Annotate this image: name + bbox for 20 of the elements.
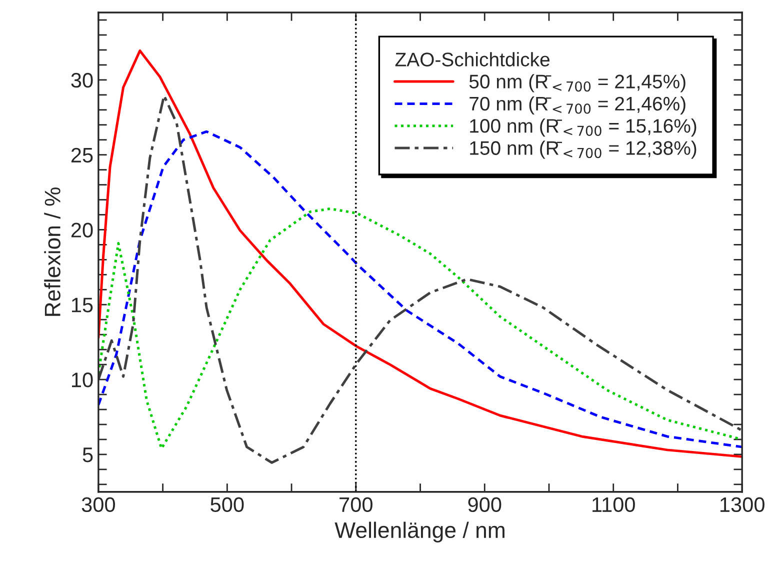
x-tick-label: 700 <box>340 497 372 512</box>
y-tick-label: 10 <box>72 372 93 388</box>
x-tick-label: 300 <box>82 497 115 512</box>
x-axis-title: Wellenlänge / nm <box>334 522 504 542</box>
legend-label: 50 nm (R̄$_{<700}$ = 21,45%) <box>469 74 686 92</box>
y-tick-label: 30 <box>71 72 93 88</box>
x-tick-label: 900 <box>468 497 502 512</box>
x-tick-label: 1300 <box>720 497 764 512</box>
legend-label: 100 nm (R̄$_{<700}$ = 15,16%) <box>470 118 696 137</box>
y-tick-label: 5 <box>82 448 93 462</box>
y-tick-label: 20 <box>71 222 93 238</box>
legend-label: 150 nm (R̄$_{<700}$ = 12,38%) <box>470 140 696 159</box>
x-tick-label: 500 <box>210 497 244 512</box>
legend-title: ZAO-Schichtdicke <box>395 52 550 66</box>
x-tick-label: 1100 <box>592 497 635 512</box>
y-tick-label: 15 <box>72 298 93 312</box>
y-axis-title: Reflexion / % <box>44 188 60 316</box>
line-series <box>98 207 742 450</box>
legend-label: 70 nm (R̄$_{<700}$ = 21,46%) <box>470 96 686 114</box>
y-tick-label: 25 <box>71 148 93 163</box>
